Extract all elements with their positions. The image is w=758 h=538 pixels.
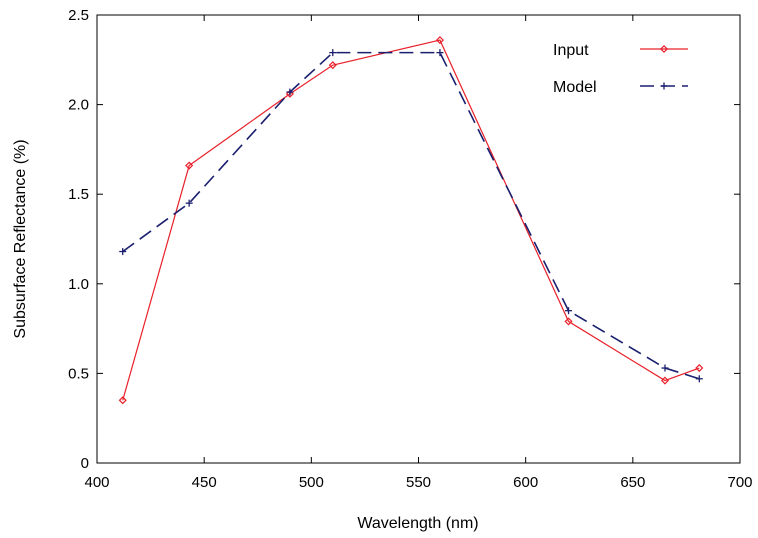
data-point-model	[119, 248, 127, 256]
data-point-input	[435, 36, 444, 45]
data-point-input	[660, 376, 670, 385]
data-point-input	[185, 161, 194, 170]
data-point-model	[436, 49, 444, 57]
y-tick-label: 0	[81, 455, 89, 472]
legend-marker-model	[660, 82, 668, 90]
data-point-model	[329, 49, 337, 57]
series-layer	[118, 36, 704, 405]
data-point-model	[185, 199, 193, 207]
y-tick-label: 2.5	[68, 7, 89, 24]
x-tick-label: 500	[299, 474, 324, 491]
plot-frame	[96, 14, 741, 464]
y-tick-label: 1.0	[68, 276, 89, 293]
x-tick-label: 400	[84, 474, 109, 491]
data-point-input	[118, 396, 127, 405]
y-tick-label: 2.0	[68, 97, 89, 114]
x-axis-title: Wavelength (nm)	[357, 515, 478, 532]
series-line-input	[122, 39, 700, 401]
legend-label-input: Input	[553, 42, 589, 59]
x-tick-label: 600	[513, 474, 538, 491]
y-axis-title: Subsurface Reflectance (%)	[12, 139, 29, 338]
data-point-input	[695, 363, 704, 373]
legend-marker-input	[659, 44, 669, 54]
data-point-model	[661, 364, 669, 372]
x-tick-label: 650	[620, 474, 645, 491]
series-line-model	[122, 51, 700, 380]
legend-label-model: Model	[553, 79, 597, 96]
data-point-model	[286, 88, 294, 96]
legend: Input Model	[553, 42, 688, 96]
data-point-input	[564, 317, 573, 326]
x-tick-label: 550	[406, 474, 431, 491]
y-tick-label: 0.5	[68, 365, 89, 382]
x-tick-label: 700	[727, 474, 752, 491]
data-point-input	[328, 61, 337, 70]
data-point-input	[285, 89, 294, 98]
data-point-model	[565, 307, 573, 315]
data-point-model	[695, 375, 703, 383]
y-axis-ticks: 0 0.5 1.0 1.5 2.0 2.5	[68, 7, 740, 472]
y-tick-label: 1.5	[68, 186, 89, 203]
x-tick-label: 450	[192, 474, 217, 491]
